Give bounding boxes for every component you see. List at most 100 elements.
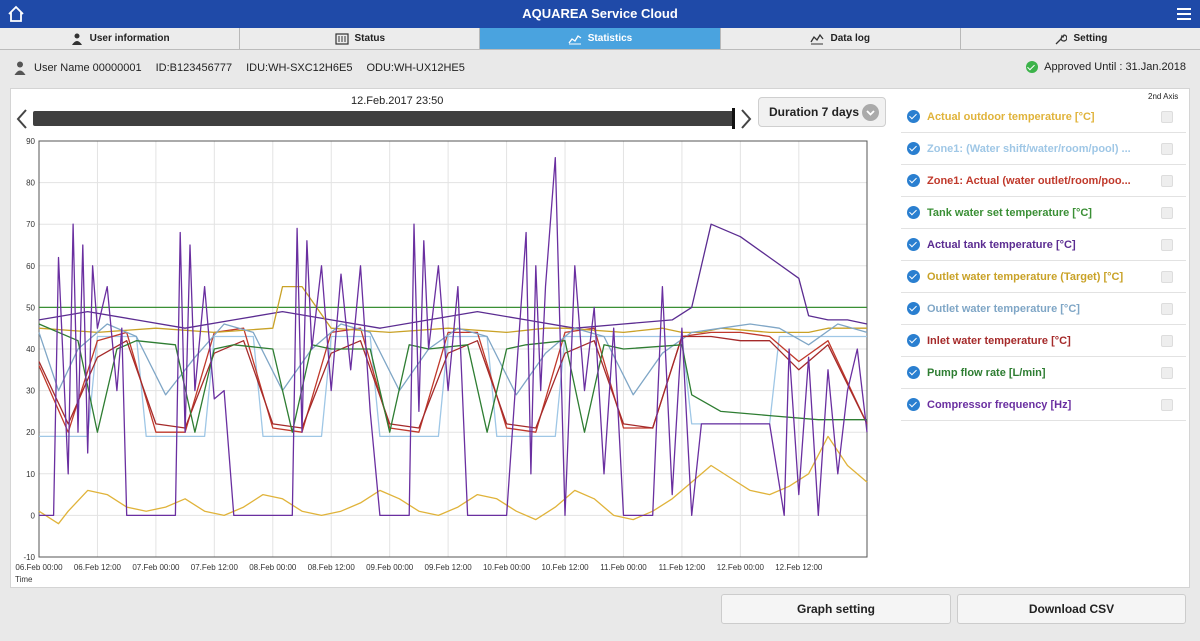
x-tick-label: 10.Feb 00:00 [483,563,531,572]
graph-setting-button[interactable]: Graph setting [721,594,951,624]
y-tick-label: 30 [26,387,35,396]
tab-data-log[interactable]: Data log [720,28,961,49]
legend-item[interactable]: Outlet water temperature (Target) [°C] [901,261,1186,293]
home-icon[interactable] [6,4,26,24]
second-axis-checkbox[interactable] [1161,271,1173,283]
y-tick-label: 40 [26,345,35,354]
series-line [38,435,868,525]
chevron-left-icon[interactable] [15,107,29,131]
tab-label: User information [89,33,170,44]
legend-item[interactable]: Pump flow rate [L/min] [901,357,1186,389]
x-tick-label: 07.Feb 00:00 [132,563,180,572]
series-visible-checkbox[interactable] [907,142,920,155]
legend-item[interactable]: Outlet water temperature [°C] [901,293,1186,325]
second-axis-checkbox[interactable] [1161,207,1173,219]
chevron-down-icon [862,104,879,121]
x-tick-label: 07.Feb 12:00 [191,563,239,572]
statistics-panel: 12.Feb.2017 23:50 Duration 7 days -10 0 10… [10,88,1190,588]
legend-item[interactable]: Zone1: (Water shift/water/room/pool) ... [901,133,1186,165]
person-icon [71,33,82,45]
legend-item[interactable]: Inlet water temperature [°C] [901,325,1186,357]
series-visible-checkbox[interactable] [907,206,920,219]
second-axis-checkbox[interactable] [1161,303,1173,315]
user-id: ID:B123456777 [155,62,233,74]
timeline-slider-handle[interactable] [732,108,735,129]
legend-label: Pump flow rate [L/min] [927,366,1046,379]
series-visible-checkbox[interactable] [907,110,920,123]
second-axis-checkbox[interactable] [1161,335,1173,347]
duration-label: Duration 7 days [769,105,860,119]
legend-item[interactable]: Tank water set temperature [°C] [901,197,1186,229]
x-tick-label: 06.Feb 00:00 [15,563,63,572]
approved-until: Approved Until : 31.Jan.2018 [1044,61,1186,73]
x-tick-label: 11.Feb 12:00 [659,563,706,572]
series-visible-checkbox[interactable] [907,398,920,411]
series-visible-checkbox[interactable] [907,302,920,315]
second-axis-checkbox[interactable] [1161,175,1173,187]
app-header: AQUAREA Service Cloud [0,0,1200,28]
y-tick-label: -10 [23,553,35,562]
tab-label: Status [354,33,386,44]
second-axis-header: 2nd Axis [1148,92,1179,101]
y-tick-label: 20 [26,428,35,437]
legend-item[interactable]: Actual outdoor temperature [°C] [901,101,1186,133]
series-line [38,323,868,396]
y-tick-label: 70 [26,220,35,229]
second-axis-checkbox[interactable] [1161,239,1173,251]
second-axis-checkbox[interactable] [1161,143,1173,155]
legend-label: Outlet water temperature (Target) [°C] [927,270,1124,283]
approval-status: Approved Until : 31.Jan.2018 [1026,61,1186,73]
series-visible-checkbox[interactable] [907,366,920,379]
approved-check-icon [1026,61,1039,73]
selected-date: 12.Feb.2017 23:50 [351,95,444,107]
series-line [38,327,868,433]
indoor-unit-id: IDU:WH-SXC12H6E5 [246,62,353,74]
second-axis-checkbox[interactable] [1161,111,1173,123]
download-csv-button[interactable]: Download CSV [957,594,1186,624]
app-title: AQUAREA Service Cloud [522,6,678,21]
tab-user-information[interactable]: User information [0,28,241,49]
x-tick-label: 12.Feb 00:00 [717,563,765,572]
timeline-slider[interactable] [33,108,735,129]
tab-statistics[interactable]: Statistics [480,28,721,49]
line-chart: -10 0 10 20 30 40 50 60 70 80 90 06.Feb 00:00 06.Feb… [15,137,868,584]
plot-border [38,140,868,558]
legend-label: Compressor frequency [Hz] [927,398,1072,411]
x-tick-label: 10.Feb 12:00 [541,563,589,572]
x-axis-label: Time [15,575,33,583]
x-tick-label: 06.Feb 12:00 [74,563,122,572]
x-tick-label: 11.Feb 00:00 [600,563,647,572]
second-axis-checkbox[interactable] [1161,367,1173,379]
second-axis-checkbox[interactable] [1161,399,1173,411]
tab-status[interactable]: Status [240,28,481,49]
status-panel-icon [334,32,349,45]
x-tick-label: 08.Feb 12:00 [308,563,356,572]
series-line [39,156,868,517]
x-tick-label: 09.Feb 00:00 [366,563,414,572]
legend-item[interactable]: Compressor frequency [Hz] [901,389,1186,421]
legend-item[interactable]: Actual tank temperature [°C] [901,229,1186,261]
legend-item[interactable]: Zone1: Actual (water outlet/room/poo... [901,165,1186,197]
series-visible-checkbox[interactable] [907,270,920,283]
series-visible-checkbox[interactable] [907,174,920,187]
series-visible-checkbox[interactable] [907,238,920,251]
tab-label: Setting [1073,33,1108,44]
wrench-icon [1056,33,1068,44]
series-line [38,335,868,429]
legend-label: Outlet water temperature [°C] [927,302,1080,315]
series-line [38,323,867,433]
tab-setting[interactable]: Setting [960,28,1200,49]
series-visible-checkbox[interactable] [907,334,920,347]
y-tick-label: 90 [26,137,35,146]
legend-label: Actual tank temperature [°C] [927,238,1076,251]
duration-dropdown[interactable]: Duration 7 days [758,97,886,127]
user-info-bar: User Name 00000001 ID:B123456777 IDU:WH-… [0,50,1200,86]
hamburger-menu-icon[interactable] [1176,6,1192,22]
data-log-icon [810,33,825,44]
statistics-chart: -10 0 10 20 30 40 50 60 70 80 90 06.Feb 00:00 06.Feb… [11,131,881,584]
y-tick-label: 0 [31,511,36,520]
legend-label: Zone1: Actual (water outlet/room/poo... [927,174,1131,187]
y-tick-label: 10 [26,470,35,479]
chevron-right-icon[interactable] [739,107,753,131]
outdoor-unit-id: ODU:WH-UX12HE5 [366,62,465,74]
